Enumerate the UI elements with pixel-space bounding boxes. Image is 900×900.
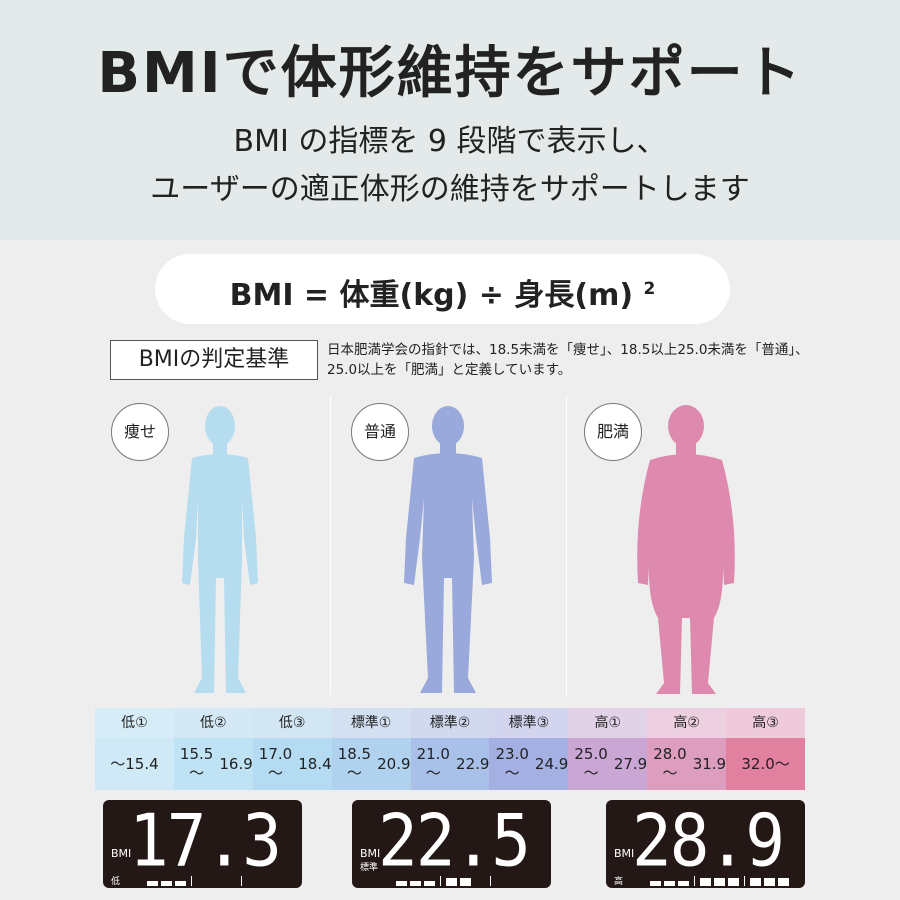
- level-label: 高: [614, 877, 624, 887]
- bmi-formula: BMI = 体重(kg) ÷ 身長(m) 2: [155, 254, 730, 324]
- level-segment: [714, 878, 725, 886]
- bmi-level-table: 低① 低② 低③ 標準① 標準② 標準③ 高① 高② 高③ ～15.4 15.5～ 16.9 17.0～…: [95, 708, 805, 790]
- page-title: BMIで体形維持をサポート: [97, 41, 803, 106]
- level-segment: [664, 881, 675, 886]
- range-text: 18.4: [298, 754, 332, 773]
- level-bars: [147, 876, 286, 886]
- divider: [330, 395, 331, 695]
- level-segment: [175, 881, 186, 886]
- thin-body-figure: [182, 406, 258, 693]
- level-segment: [446, 878, 457, 886]
- level-header: 高③: [726, 708, 805, 738]
- bar-divider: [241, 876, 242, 886]
- level-range: 18.5～ 20.9: [331, 738, 411, 790]
- category-obese: 肥満: [584, 403, 642, 461]
- category-thin: 痩せ: [111, 403, 169, 461]
- subtitle-line: ユーザーの適正体形の維持をサポートします: [150, 172, 750, 207]
- level-header: 標準②: [410, 708, 490, 738]
- level-header: 標準①: [331, 708, 411, 738]
- range-text: 28.0～: [653, 745, 687, 782]
- scale-display: 28.9 BMI 高: [606, 798, 805, 888]
- bmi-label: BMI: [360, 847, 381, 860]
- bmi-value: 22.5: [378, 798, 531, 883]
- level-bars: [650, 876, 789, 886]
- range-text: 24.9: [534, 754, 569, 773]
- level-header: 低③: [252, 708, 332, 738]
- level-range: 15.5～ 16.9: [173, 738, 253, 790]
- range-text: 23.0～: [495, 745, 529, 782]
- level-segment: [147, 881, 158, 886]
- range-text: 20.9: [377, 754, 411, 773]
- criteria-label: BMIの判定基準: [110, 340, 318, 380]
- level-segment: [764, 878, 775, 886]
- range-text: 15.5～: [179, 745, 214, 782]
- level-label: 標準: [360, 863, 379, 873]
- bar-divider: [191, 876, 192, 886]
- level-segment: [410, 881, 421, 886]
- range-text: 22.9: [456, 754, 490, 773]
- level-range: 28.0～ 31.9: [647, 738, 727, 790]
- level-header: 高①: [568, 708, 648, 738]
- normal-body-figure: [404, 406, 492, 693]
- level-segment: [650, 881, 661, 886]
- criteria-note: 日本肥満学会の指針では、18.5未満を「痩せ」、18.5以上25.0未満を「普通…: [327, 342, 809, 378]
- bmi-value: 17.3: [129, 798, 282, 883]
- range-text: 17.0～: [258, 745, 293, 782]
- obese-body-figure: [637, 405, 735, 694]
- header-band: [0, 0, 900, 240]
- level-segment: [728, 878, 739, 886]
- level-segment: [460, 878, 471, 886]
- category-normal: 普通: [351, 403, 409, 461]
- range-text: 16.9: [219, 754, 253, 773]
- level-range: ～15.4: [95, 738, 174, 790]
- range-text: ～15.4: [110, 754, 159, 773]
- formula-text: BMI = 体重(kg) ÷ 身長(m): [229, 278, 634, 313]
- range-text: 18.5～: [337, 745, 372, 782]
- level-header: 低②: [173, 708, 253, 738]
- level-segment: [750, 878, 761, 886]
- range-text: 21.0～: [416, 745, 450, 782]
- level-range: 32.0～: [726, 738, 805, 790]
- level-segment: [396, 881, 407, 886]
- level-bars: [396, 876, 535, 886]
- level-header: 低①: [95, 708, 174, 738]
- level-range: 25.0～ 27.9: [568, 738, 648, 790]
- subtitle-line: BMI の指標を 9 段階で表示し、: [233, 124, 667, 159]
- range-text: 27.9: [613, 754, 648, 773]
- divider: [566, 395, 567, 695]
- bmi-label: BMI: [111, 847, 132, 860]
- level-header: 高②: [647, 708, 727, 738]
- level-segment: [424, 881, 435, 886]
- level-segment: [678, 881, 689, 886]
- range-text: 25.0～: [574, 745, 608, 782]
- range-text: 32.0～: [741, 754, 790, 773]
- scale-display: 22.5 BMI 標準: [352, 798, 551, 888]
- level-segment: [700, 878, 711, 886]
- level-header: 標準③: [489, 708, 569, 738]
- bar-divider: [744, 876, 745, 886]
- level-range: 21.0～ 22.9: [410, 738, 490, 790]
- level-range: 17.0～ 18.4: [252, 738, 332, 790]
- bar-divider: [694, 876, 695, 886]
- bar-divider: [440, 876, 441, 886]
- subtitle: BMI の指標を 9 段階で表示し、ユーザーの適正体形の維持をサポートします: [0, 118, 900, 214]
- bmi-value: 28.9: [632, 798, 785, 883]
- scale-display: 17.3 BMI 低: [103, 798, 302, 888]
- bmi-label: BMI: [614, 847, 635, 860]
- level-range: 23.0～ 24.9: [489, 738, 569, 790]
- bar-divider: [490, 876, 491, 886]
- range-text: 31.9: [692, 754, 727, 773]
- level-label: 低: [111, 877, 121, 887]
- level-segment: [161, 881, 172, 886]
- level-segment: [778, 878, 789, 886]
- formula-exponent: 2: [643, 279, 656, 299]
